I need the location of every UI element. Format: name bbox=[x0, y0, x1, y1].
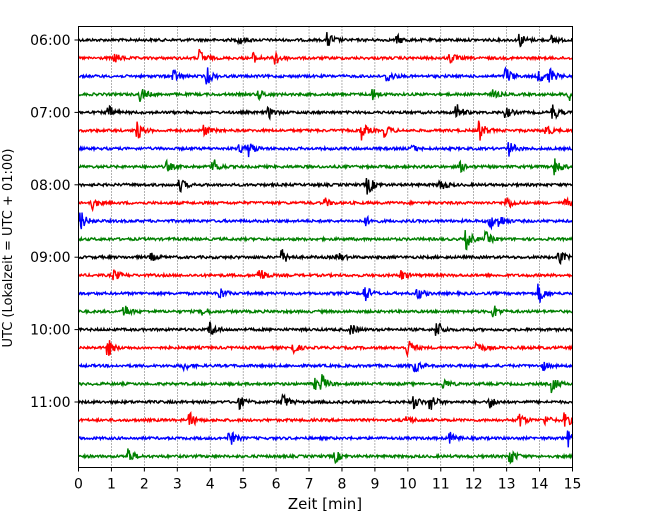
seismogram-trace bbox=[77, 120, 574, 141]
x-tick-label: 9 bbox=[370, 477, 379, 493]
y-tick-label: 07:00 bbox=[30, 105, 70, 121]
seismogram-trace bbox=[77, 104, 574, 121]
x-tick-label: 8 bbox=[338, 477, 347, 493]
x-tick-label: 4 bbox=[206, 477, 215, 493]
y-tick-label: 08:00 bbox=[30, 178, 70, 194]
seismogram-trace bbox=[78, 340, 573, 358]
seismogram-trace bbox=[77, 32, 573, 48]
x-tick-label: 2 bbox=[140, 477, 149, 493]
x-tick-label: 1 bbox=[107, 477, 116, 493]
plot-frame bbox=[78, 26, 573, 468]
x-tick-label: 15 bbox=[564, 477, 582, 493]
x-axis-ticks: 0 1 2 3 4 5 6 7 8 9 10 11 12 13 14 15 bbox=[74, 467, 582, 493]
seismogram-trace bbox=[78, 393, 573, 411]
seismogram-trace bbox=[77, 158, 573, 176]
seismogram-trace bbox=[77, 430, 574, 448]
x-tick-label: 14 bbox=[531, 477, 549, 493]
seismogram-trace bbox=[78, 212, 574, 231]
y-axis-ticks: 06:00 07:00 08:00 09:00 10:00 11:00 bbox=[30, 33, 79, 411]
y-tick-label: 10:00 bbox=[30, 323, 70, 339]
seismogram-trace bbox=[78, 410, 574, 427]
x-tick-label: 7 bbox=[305, 477, 314, 493]
seismogram-trace bbox=[78, 448, 574, 465]
seismogram-trace bbox=[78, 89, 573, 103]
x-tick-label: 13 bbox=[498, 477, 516, 493]
x-axis-label: Zeit [min] bbox=[288, 495, 362, 513]
x-tick-label: 11 bbox=[432, 477, 450, 493]
y-tick-label: 09:00 bbox=[30, 250, 70, 266]
seismogram-trace bbox=[78, 142, 573, 158]
x-tick-label: 10 bbox=[399, 477, 417, 493]
x-tick-label: 12 bbox=[465, 477, 483, 493]
seismogram-trace bbox=[77, 196, 574, 213]
seismogram-trace bbox=[77, 321, 573, 336]
seismogram-trace bbox=[78, 283, 573, 303]
x-tick-label: 6 bbox=[272, 477, 281, 493]
trace-group bbox=[77, 32, 574, 465]
seismogram-trace bbox=[78, 66, 574, 85]
seismogram-trace bbox=[77, 229, 574, 251]
seismogram-trace bbox=[77, 249, 573, 266]
seismogram-trace bbox=[78, 374, 573, 394]
x-tick-label: 3 bbox=[173, 477, 182, 493]
y-axis-label: UTC (Lokalzeit = UTC + 01:00) bbox=[1, 149, 16, 348]
seismogram-trace bbox=[78, 361, 574, 373]
seismogram-trace bbox=[78, 48, 574, 65]
seismogram-trace bbox=[78, 305, 573, 318]
seismogram-trace bbox=[77, 177, 573, 195]
y-tick-label: 11:00 bbox=[30, 395, 70, 411]
x-tick-label: 5 bbox=[239, 477, 248, 493]
x-tick-label: 0 bbox=[74, 477, 83, 493]
y-tick-label: 06:00 bbox=[30, 33, 70, 49]
seismogram-trace bbox=[78, 269, 573, 281]
